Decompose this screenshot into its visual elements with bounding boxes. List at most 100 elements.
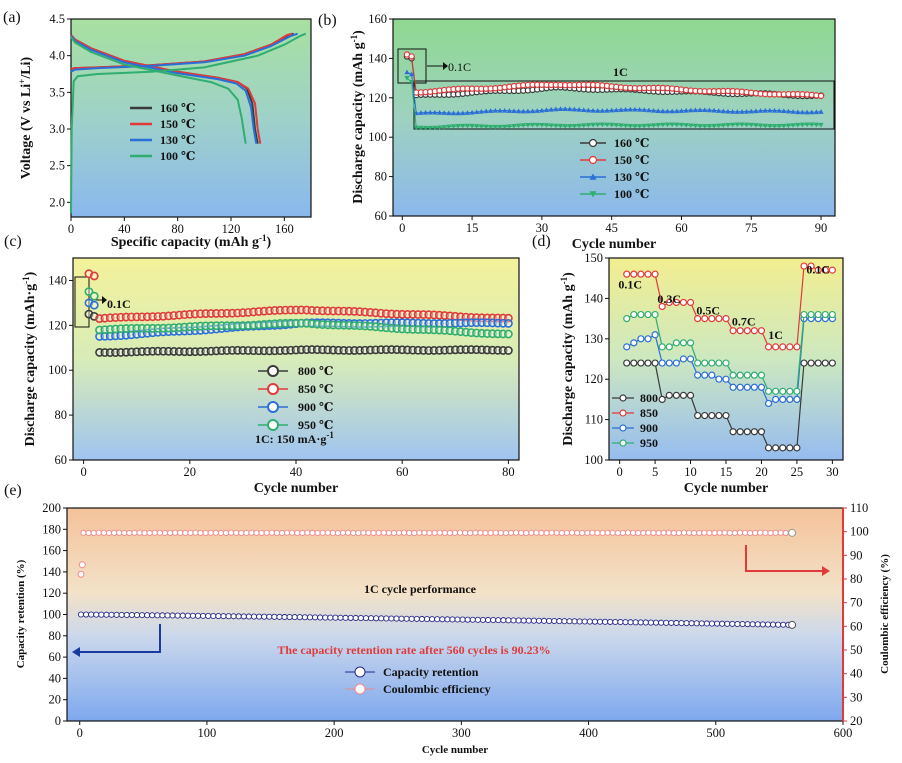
- panel-d-point-950: [644, 310, 652, 319]
- panel-e-point-retention: [612, 618, 619, 626]
- panel-b-point-130: [678, 108, 685, 113]
- panel-e-point-ce: [686, 529, 693, 536]
- panel-b-point-100: [636, 124, 643, 129]
- panel-e-point-retention: [103, 611, 110, 618]
- panel-d-point-950: [715, 359, 723, 367]
- panel-d-point-950: [807, 310, 815, 319]
- panel-e-point-retention: [88, 611, 95, 618]
- panel-e-point-retention: [139, 612, 146, 619]
- panel-b-point-100: [641, 123, 647, 129]
- panel-e-point-ce: [563, 529, 570, 536]
- panel-e-point-ce: [131, 529, 138, 536]
- panel-d-point-850: [814, 266, 822, 274]
- panel-e-point-retention: [347, 614, 354, 621]
- panel-e-point-ce: [630, 529, 637, 536]
- panel-d-point-950: [786, 387, 794, 395]
- panel-b-point-130: [636, 106, 643, 112]
- panel-e-point-retention: [393, 615, 400, 622]
- panel-b-point-130: [669, 108, 675, 114]
- panel-b-ytick-label: 120: [368, 91, 387, 105]
- panel-b-point-100: [450, 124, 457, 129]
- panel-b-point-130: [697, 107, 703, 112]
- panel-b-point-130: [725, 108, 731, 114]
- panel-d-point-800: [679, 391, 688, 399]
- panel-e-point-ce: [116, 529, 123, 536]
- panel-b-point-130: [483, 108, 489, 114]
- panel-a-legend-label-160: 160 ℃: [160, 101, 195, 115]
- panel-label-e: (e): [4, 482, 22, 499]
- panel-b-point-100: [739, 122, 745, 128]
- panel-b-point-130: [744, 108, 750, 114]
- panel-b-point-130: [539, 107, 545, 113]
- panel-a-curve-100-charge: [70, 32, 307, 214]
- panel-d-point-950: [679, 339, 688, 347]
- panel-b-point-130: [543, 107, 550, 113]
- panel-b-point-130: [623, 106, 629, 112]
- panel-e-ytick-label: 120: [42, 586, 61, 600]
- panel-b-point-130: [790, 109, 796, 114]
- panel-d-legend-marker-900: [619, 424, 627, 432]
- panel-b-xlabel: Cycle number: [572, 237, 656, 252]
- panel-b-point-100: [753, 123, 759, 128]
- panel-e-point-ce: [340, 529, 347, 536]
- panel-b-legend-label-100: 100 ℃: [614, 187, 649, 201]
- panel-e-point-retention: [133, 612, 141, 619]
- panel-a-ytick-label: 3.0: [49, 122, 65, 136]
- panel-c-annotation-note: 1C: 150 mA·g-1: [255, 430, 334, 446]
- panel-e-point-retention: [113, 611, 120, 618]
- panel-e-point-ce: [553, 529, 560, 536]
- panel-b-point-130: [674, 108, 680, 114]
- panel-e-point-retention: [714, 620, 721, 627]
- panel-d-point-800: [715, 411, 723, 420]
- panel-b-ytick-label: 160: [368, 12, 387, 26]
- panel-e-point-retention: [586, 618, 593, 625]
- panel-e-ytick-label-right: 20: [850, 714, 863, 728]
- panel-d-legend-marker-950: [619, 439, 627, 447]
- panel-e-point-ce: [731, 529, 738, 537]
- panel-d-point-900: [772, 395, 780, 403]
- panel-b-point-130: [427, 109, 433, 115]
- panel-b-legend-label-160: 160 ℃: [614, 136, 649, 150]
- panel-d-point-900: [764, 399, 773, 408]
- panel-d-point-900: [750, 383, 758, 391]
- panel-e-point-retention: [108, 611, 115, 618]
- panel-c-legend-marker-900: [267, 401, 279, 413]
- panel-e-point-ce: [360, 529, 367, 536]
- panel-e-point-retention: [444, 616, 451, 623]
- panel-d-point-950: [722, 359, 730, 367]
- panel-d-point-900: [701, 371, 709, 379]
- panel-b-point-100: [627, 123, 633, 129]
- panel-d-point-800: [821, 359, 829, 367]
- panel-d-point-950: [743, 371, 751, 379]
- panel-e-point-retention: [607, 618, 614, 625]
- panel-b-point-130: [478, 108, 484, 114]
- panel-e-point-retention: [423, 615, 431, 623]
- panel-b-point-100: [404, 76, 410, 81]
- panel-e-point-ce: [151, 529, 158, 536]
- panel-e-point-retention: [769, 621, 777, 628]
- panel-d-point-900: [793, 395, 801, 403]
- panel-e-point-ce: [284, 529, 291, 536]
- panel-e-point-retention: [118, 611, 125, 618]
- panel-e-point-retention: [474, 616, 481, 623]
- panel-b-point-100: [548, 123, 554, 129]
- panel-a-ylabel: Voltage (V vs Li+/Li): [17, 57, 34, 180]
- panel-b-point-130: [460, 110, 466, 116]
- panel-e-point-ce: [492, 529, 499, 536]
- panel-e-ytick-label: 200: [42, 501, 61, 515]
- panel-b-point-130: [655, 108, 661, 113]
- panel-b-point-130: [813, 109, 819, 115]
- panel-d-point-850: [722, 315, 730, 323]
- panel-d-point-950: [814, 310, 822, 319]
- panel-b-ylabel: Discharge capacity (mAh g-1): [349, 30, 366, 204]
- panel-e-point-ce: [375, 529, 382, 536]
- panel-b-point-130: [422, 109, 429, 115]
- panel-e-point-ce: [146, 529, 153, 537]
- panel-b-point-100: [730, 122, 736, 128]
- panel-a-ytick-label: 4.5: [49, 12, 65, 26]
- panel-d-ytick-label: 150: [584, 251, 603, 265]
- panel-e-point-retention: [739, 621, 746, 628]
- panel-e-point-retention: [77, 611, 85, 618]
- panel-d-ytick-label: 110: [585, 413, 603, 427]
- panel-d-point-950: [750, 371, 758, 379]
